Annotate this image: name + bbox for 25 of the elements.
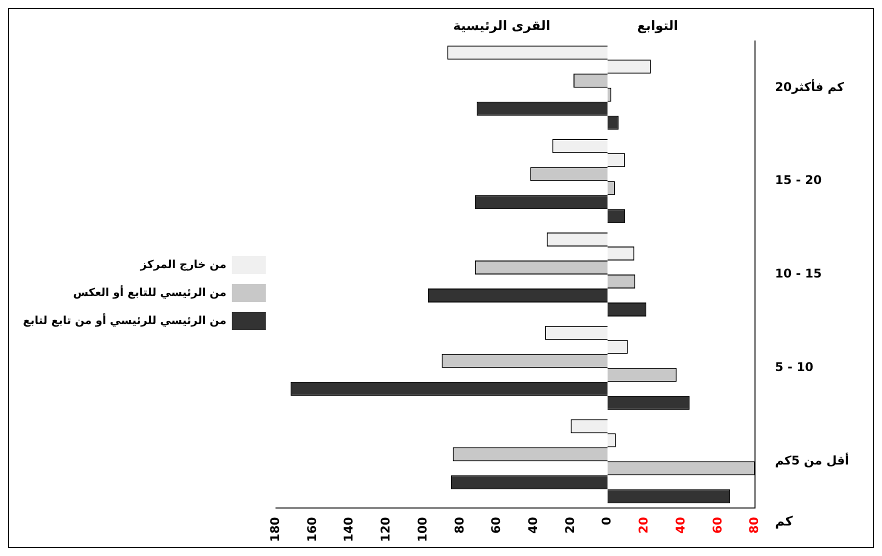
- x-tick-label: 180: [268, 516, 282, 542]
- x-tick-label: 160: [304, 516, 319, 542]
- x-tick-label: 80: [747, 516, 762, 534]
- x-axis-title: كم: [774, 514, 794, 530]
- legend-label: من الرئيسي للرئيسي أو من تابع لتابع: [22, 312, 226, 327]
- text: القرى الرئيسية: [453, 18, 550, 34]
- y-tick-label: 5 - 10: [774, 360, 814, 374]
- legend-label: من خارج المركز: [139, 258, 226, 271]
- x-tick-label: 60: [710, 516, 724, 534]
- x-tick-label: 40: [673, 516, 688, 534]
- y-tick-label: أقل من 5كم: [774, 452, 850, 468]
- legend-label: من الرئيسي للتابع أو العكس: [73, 284, 226, 299]
- x-tick-label: 0: [600, 516, 614, 526]
- x-tick-label: 20: [562, 516, 577, 534]
- y-tick-label: 20كم فأكثر: [774, 78, 844, 94]
- x-tick-label: 100: [415, 516, 430, 542]
- y-tick-label: 15 - 20: [774, 173, 822, 188]
- x-tick-label: 60: [489, 516, 504, 534]
- y-tick-label: 10 - 15: [774, 266, 822, 281]
- text: التوابع: [637, 18, 678, 34]
- x-tick-label: 120: [378, 516, 393, 542]
- x-tick-label: 40: [526, 516, 540, 534]
- x-tick-label: 20: [636, 516, 651, 534]
- x-tick-label: 80: [452, 516, 466, 534]
- x-tick-label: 140: [342, 516, 356, 542]
